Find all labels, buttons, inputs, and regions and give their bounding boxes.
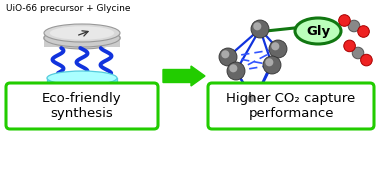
Circle shape <box>269 40 287 58</box>
Circle shape <box>265 58 273 66</box>
Circle shape <box>263 56 281 74</box>
Circle shape <box>344 40 355 52</box>
FancyBboxPatch shape <box>6 83 158 129</box>
Bar <box>47 78 117 108</box>
Circle shape <box>229 64 237 72</box>
Circle shape <box>227 62 245 80</box>
Circle shape <box>221 50 229 58</box>
Text: Higher CO₂ capture
performance: Higher CO₂ capture performance <box>226 92 356 120</box>
Ellipse shape <box>44 27 120 49</box>
FancyArrow shape <box>163 66 205 86</box>
Circle shape <box>251 20 269 38</box>
FancyBboxPatch shape <box>208 83 374 129</box>
Circle shape <box>253 22 261 30</box>
Circle shape <box>245 92 263 110</box>
Circle shape <box>348 20 360 32</box>
Circle shape <box>352 47 364 59</box>
Circle shape <box>247 94 256 102</box>
Circle shape <box>361 54 372 66</box>
Circle shape <box>271 42 279 50</box>
Circle shape <box>358 26 369 37</box>
Circle shape <box>219 48 237 66</box>
Text: Gly: Gly <box>306 24 330 37</box>
Ellipse shape <box>47 71 117 85</box>
Circle shape <box>339 15 350 26</box>
FancyBboxPatch shape <box>44 33 120 47</box>
Ellipse shape <box>295 18 341 44</box>
Ellipse shape <box>47 101 117 115</box>
Ellipse shape <box>50 26 114 40</box>
Text: UiO-66 precursor + Glycine: UiO-66 precursor + Glycine <box>6 4 130 13</box>
Text: Eco-friendly
synthesis: Eco-friendly synthesis <box>42 92 122 120</box>
Ellipse shape <box>44 24 120 42</box>
